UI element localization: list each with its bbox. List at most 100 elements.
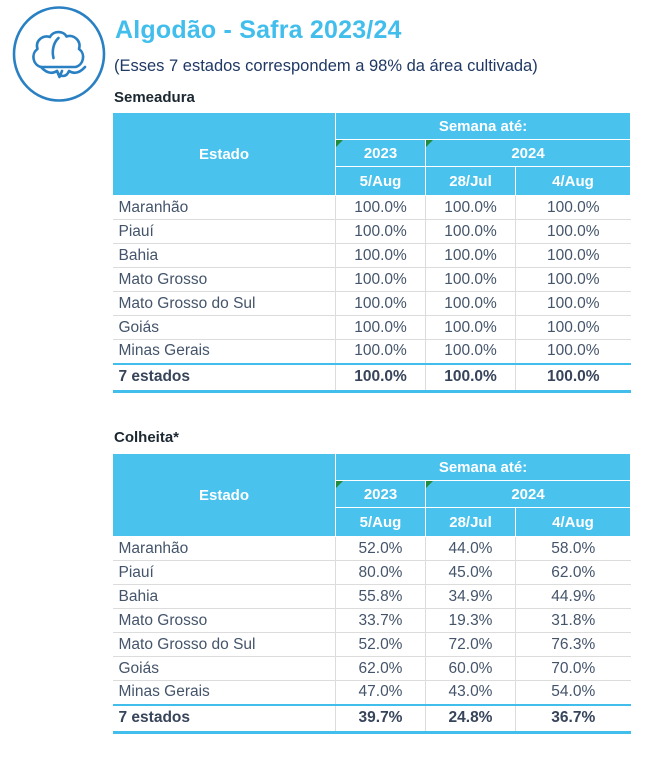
value-cell: 58.0% [514, 536, 631, 561]
value-cell: 62.0% [335, 656, 426, 681]
table-row: Mato Grosso do Sul 52.0% 72.0% 76.3% [112, 632, 631, 657]
table-row: Mato Grosso 33.7% 19.3% 31.8% [112, 608, 631, 633]
date-header: 4/Aug [514, 507, 632, 537]
date-header: 5/Aug [335, 507, 426, 537]
state-name: Minas Gerais [112, 680, 336, 705]
comment-marker-icon [336, 140, 343, 147]
value-cell: 100.0% [425, 291, 516, 316]
value-cell: 47.0% [335, 680, 426, 705]
date-header: 4/Aug [514, 166, 632, 196]
value-cell: 100.0% [335, 362, 426, 393]
date-header: 28/Jul [425, 166, 516, 196]
value-cell: 100.0% [425, 315, 516, 340]
state-name: Piauí [112, 219, 336, 244]
state-name: Maranhão [112, 536, 336, 561]
comment-marker-icon [426, 481, 433, 488]
value-cell: 100.0% [514, 267, 631, 292]
table-row: Goiás 100.0% 100.0% 100.0% [112, 315, 631, 340]
date-header: 28/Jul [425, 507, 516, 537]
estado-header: Estado [112, 453, 336, 537]
value-cell: 54.0% [514, 680, 631, 705]
value-cell: 100.0% [425, 267, 516, 292]
table-row: Minas Gerais 100.0% 100.0% 100.0% [112, 339, 631, 364]
state-name: Mato Grosso do Sul [112, 632, 336, 657]
table-row: Bahia 55.8% 34.9% 44.9% [112, 584, 631, 609]
semeadura-table: Estado Semana até: 2023 2024 5/Aug 28/Ju… [112, 112, 632, 393]
value-cell: 70.0% [514, 656, 631, 681]
value-cell: 100.0% [425, 339, 516, 364]
state-name: Piauí [112, 560, 336, 585]
estado-header: Estado [112, 112, 336, 196]
value-cell: 62.0% [514, 560, 631, 585]
value-cell: 45.0% [425, 560, 516, 585]
table-row: Bahia 100.0% 100.0% 100.0% [112, 243, 631, 268]
state-name: Goiás [112, 315, 336, 340]
value-cell: 100.0% [335, 219, 426, 244]
state-name: Mato Grosso [112, 267, 336, 292]
value-cell: 100.0% [514, 219, 631, 244]
value-cell: 100.0% [514, 315, 631, 340]
date-header: 5/Aug [335, 166, 426, 196]
value-cell: 31.8% [514, 608, 631, 633]
table-row: Mato Grosso do Sul 100.0% 100.0% 100.0% [112, 291, 631, 316]
value-cell: 52.0% [335, 632, 426, 657]
value-cell: 44.9% [514, 584, 631, 609]
state-name: Mato Grosso [112, 608, 336, 633]
value-cell: 100.0% [514, 291, 631, 316]
state-name: Mato Grosso do Sul [112, 291, 336, 316]
state-name: Minas Gerais [112, 339, 336, 364]
value-cell: 80.0% [335, 560, 426, 585]
value-cell: 100.0% [425, 362, 516, 393]
state-name: Goiás [112, 656, 336, 681]
value-cell: 19.3% [425, 608, 516, 633]
value-cell: 52.0% [335, 536, 426, 561]
comment-marker-icon [336, 481, 343, 488]
colheita-table: Estado Semana até: 2023 2024 5/Aug 28/Ju… [112, 453, 632, 734]
semana-ate-header: Semana até: [334, 453, 632, 481]
table-row: Minas Gerais 47.0% 43.0% 54.0% [112, 680, 631, 705]
table-row: Piauí 80.0% 45.0% 62.0% [112, 560, 631, 585]
value-cell: 100.0% [335, 243, 426, 268]
value-cell: 72.0% [425, 632, 516, 657]
value-cell: 60.0% [425, 656, 516, 681]
value-cell: 36.7% [514, 703, 631, 734]
value-cell: 39.7% [335, 703, 426, 734]
value-cell: 43.0% [425, 680, 516, 705]
state-name: Bahia [112, 584, 336, 609]
page-title: Algodão - Safra 2023/24 [115, 16, 402, 44]
table-row: Maranhão 52.0% 44.0% 58.0% [112, 536, 631, 561]
total-label: 7 estados [112, 703, 336, 734]
value-cell: 100.0% [425, 195, 516, 220]
state-name: Bahia [112, 243, 336, 268]
year-2024-header: 2024 [424, 139, 632, 167]
value-cell: 100.0% [335, 315, 426, 340]
year-2023-header: 2023 [335, 480, 426, 508]
value-cell: 100.0% [335, 339, 426, 364]
value-cell: 100.0% [335, 267, 426, 292]
value-cell: 44.0% [425, 536, 516, 561]
value-cell: 55.8% [335, 584, 426, 609]
cotton-icon [12, 6, 106, 102]
value-cell: 100.0% [425, 243, 516, 268]
table-row: Mato Grosso 100.0% 100.0% 100.0% [112, 267, 631, 292]
table-row: Maranhão 100.0% 100.0% 100.0% [112, 195, 631, 220]
value-cell: 100.0% [335, 291, 426, 316]
value-cell: 24.8% [425, 703, 516, 734]
value-cell: 34.9% [425, 584, 516, 609]
table-row: Goiás 62.0% 60.0% 70.0% [112, 656, 631, 681]
value-cell: 100.0% [425, 219, 516, 244]
total-row: 7 estados 100.0% 100.0% 100.0% [112, 362, 631, 393]
year-2024-header: 2024 [424, 480, 632, 508]
state-name: Maranhão [112, 195, 336, 220]
value-cell: 100.0% [514, 243, 631, 268]
section-label-semeadura: Semeadura [114, 89, 195, 106]
page-subtitle: (Esses 7 estados correspondem a 98% da á… [114, 57, 538, 75]
year-2023-header: 2023 [335, 139, 426, 167]
table-row: Piauí 100.0% 100.0% 100.0% [112, 219, 631, 244]
value-cell: 100.0% [514, 362, 631, 393]
value-cell: 76.3% [514, 632, 631, 657]
total-row: 7 estados 39.7% 24.8% 36.7% [112, 703, 631, 734]
value-cell: 100.0% [335, 195, 426, 220]
value-cell: 100.0% [514, 339, 631, 364]
